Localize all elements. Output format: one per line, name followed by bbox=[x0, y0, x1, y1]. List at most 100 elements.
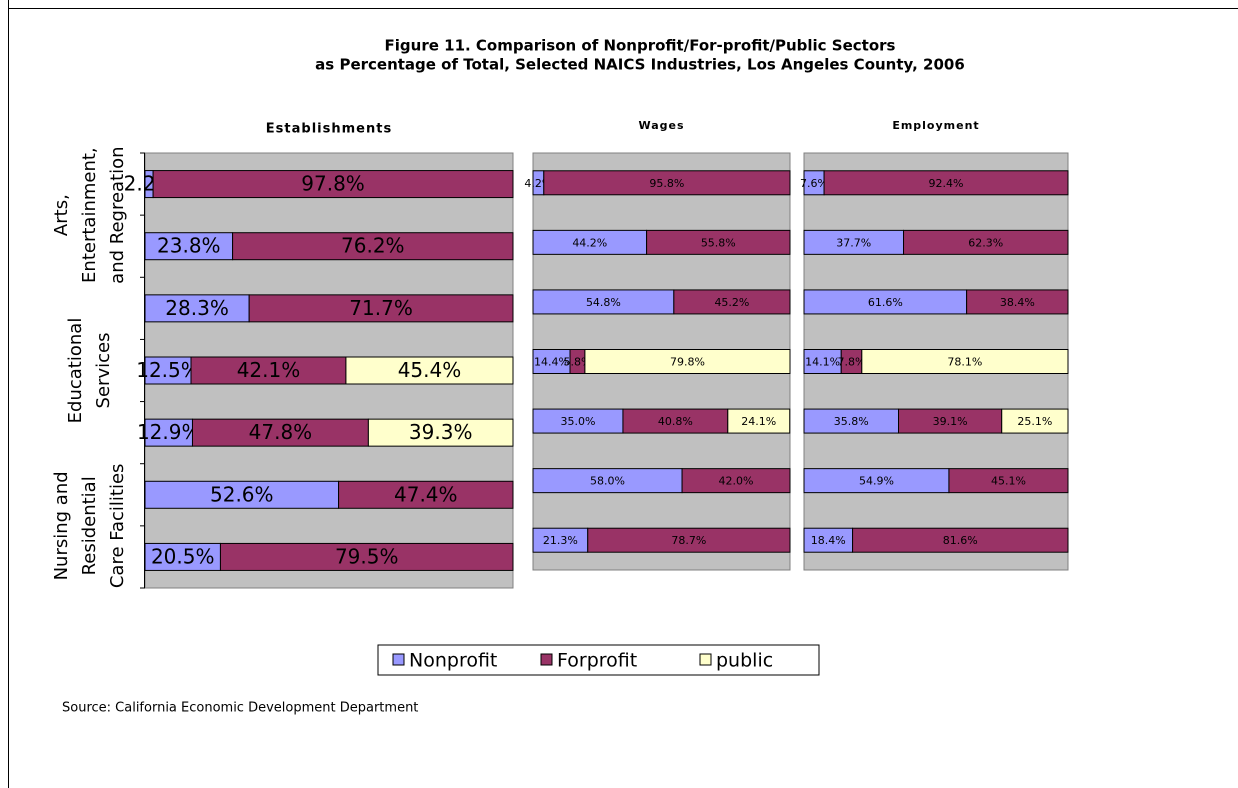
bar-segment bbox=[152, 170, 514, 199]
data-label: 25.1% bbox=[1017, 415, 1052, 428]
bar-segment bbox=[144, 480, 340, 509]
data-label: 18.4% bbox=[811, 534, 846, 547]
bar-segment bbox=[190, 356, 347, 385]
bar-segment bbox=[219, 542, 514, 571]
data-label: 54.9% bbox=[859, 475, 894, 488]
bar-segment bbox=[532, 229, 648, 255]
panel-title: Wages bbox=[638, 119, 684, 132]
data-label: 45.2% bbox=[714, 296, 749, 309]
panel-title: Employment bbox=[892, 119, 979, 132]
legend-label: public bbox=[716, 650, 773, 672]
data-label: 21.3% bbox=[543, 534, 578, 547]
data-label: 24.1% bbox=[741, 415, 776, 428]
bar-segment bbox=[803, 408, 900, 434]
bar-segment bbox=[803, 527, 854, 553]
data-label: 20.5% bbox=[151, 544, 215, 568]
data-label: 78.1% bbox=[947, 356, 982, 369]
bar-segment bbox=[584, 349, 791, 374]
data-label: 97.8% bbox=[301, 172, 365, 196]
bar-segment bbox=[532, 527, 589, 553]
panel-title: Establishments bbox=[266, 122, 392, 137]
bar-segment bbox=[948, 468, 1069, 494]
bar-segment bbox=[543, 170, 791, 196]
source: Source: California Economic Development … bbox=[62, 701, 418, 716]
bar-segment bbox=[532, 468, 683, 494]
data-label: 42.1% bbox=[237, 358, 301, 382]
data-label: 78.7% bbox=[671, 534, 706, 547]
legend-swatch bbox=[699, 653, 712, 666]
data-label: 52.6% bbox=[210, 482, 274, 506]
bar-segment bbox=[803, 229, 905, 255]
group-label: Care Facilities bbox=[107, 464, 128, 589]
data-label: 14.4% bbox=[534, 356, 569, 369]
legend-swatch bbox=[540, 653, 553, 666]
data-label: 54.8% bbox=[586, 296, 621, 309]
data-label: 38.4% bbox=[1000, 296, 1035, 309]
data-label: 7.8% bbox=[838, 356, 866, 369]
data-label: 62.3% bbox=[968, 236, 1003, 249]
data-label: 58.0% bbox=[590, 475, 625, 488]
group-label: and Regreation bbox=[107, 146, 128, 283]
bar-segment bbox=[803, 289, 968, 315]
bar-segment bbox=[673, 289, 791, 315]
group-label: Arts, bbox=[51, 194, 72, 236]
legend-swatch bbox=[392, 653, 405, 666]
data-label: 71.7% bbox=[349, 296, 413, 320]
bar-segment bbox=[367, 418, 514, 447]
data-label: 35.8% bbox=[834, 415, 869, 428]
data-label: 7.6% bbox=[800, 177, 828, 190]
bar-segment bbox=[803, 349, 842, 374]
data-label: 12.9% bbox=[137, 420, 201, 444]
data-label: 35.0% bbox=[560, 415, 595, 428]
group-label: Educational bbox=[65, 318, 86, 424]
data-label: 39.3% bbox=[409, 420, 473, 444]
bar-segment bbox=[823, 170, 1069, 196]
bar-segment bbox=[144, 232, 234, 261]
bar-segment bbox=[345, 356, 514, 385]
bar-segment bbox=[191, 418, 369, 447]
group-label: Entertainment, bbox=[79, 147, 100, 283]
data-label: 79.8% bbox=[670, 356, 705, 369]
data-label: 55.8% bbox=[701, 236, 736, 249]
data-label: 81.6% bbox=[943, 534, 978, 547]
legend bbox=[377, 644, 820, 676]
data-label: 79.5% bbox=[335, 544, 399, 568]
bar-segment bbox=[532, 349, 571, 374]
bar-segment bbox=[681, 468, 791, 494]
bar-segment bbox=[622, 408, 729, 434]
bar-segment bbox=[587, 527, 791, 553]
bar-segment bbox=[852, 527, 1069, 553]
data-label: 23.8% bbox=[157, 234, 221, 258]
data-label: 45.4% bbox=[398, 358, 462, 382]
bar-segment bbox=[338, 480, 514, 509]
data-label: 45.1% bbox=[991, 475, 1026, 488]
bar-segment bbox=[646, 229, 791, 255]
data-label: 61.6% bbox=[868, 296, 903, 309]
data-label: 37.7% bbox=[836, 236, 871, 249]
data-label: 95.8% bbox=[649, 177, 684, 190]
data-label: 42.0% bbox=[719, 475, 754, 488]
legend-label: Forprofit bbox=[557, 650, 637, 672]
group-label: Nursing and bbox=[51, 471, 72, 580]
bar-segment bbox=[903, 229, 1069, 255]
bar-segment bbox=[248, 294, 514, 323]
bar-segment bbox=[727, 408, 791, 434]
data-label: 39.1% bbox=[933, 415, 968, 428]
bar-segment bbox=[532, 408, 624, 434]
bar-segment bbox=[966, 289, 1069, 315]
data-label: 28.3% bbox=[165, 296, 229, 320]
chart-title: Figure 11. Comparison of Nonprofit/For-p… bbox=[385, 37, 896, 55]
data-label: 14.1% bbox=[805, 356, 840, 369]
data-label: 92.4% bbox=[929, 177, 964, 190]
group-label: Residential bbox=[79, 476, 100, 575]
data-label: 76.2% bbox=[341, 234, 405, 258]
data-label: 40.8% bbox=[658, 415, 693, 428]
legend-label: Nonprofit bbox=[409, 650, 497, 672]
group-label: Services bbox=[93, 333, 114, 409]
bar-segment bbox=[861, 349, 1069, 374]
bar-segment bbox=[1001, 408, 1069, 434]
chart-subtitle: as Percentage of Total, Selected NAICS I… bbox=[315, 56, 965, 74]
data-label: 47.8% bbox=[249, 420, 313, 444]
data-label: 44.2% bbox=[572, 236, 607, 249]
bar-segment bbox=[803, 468, 950, 494]
